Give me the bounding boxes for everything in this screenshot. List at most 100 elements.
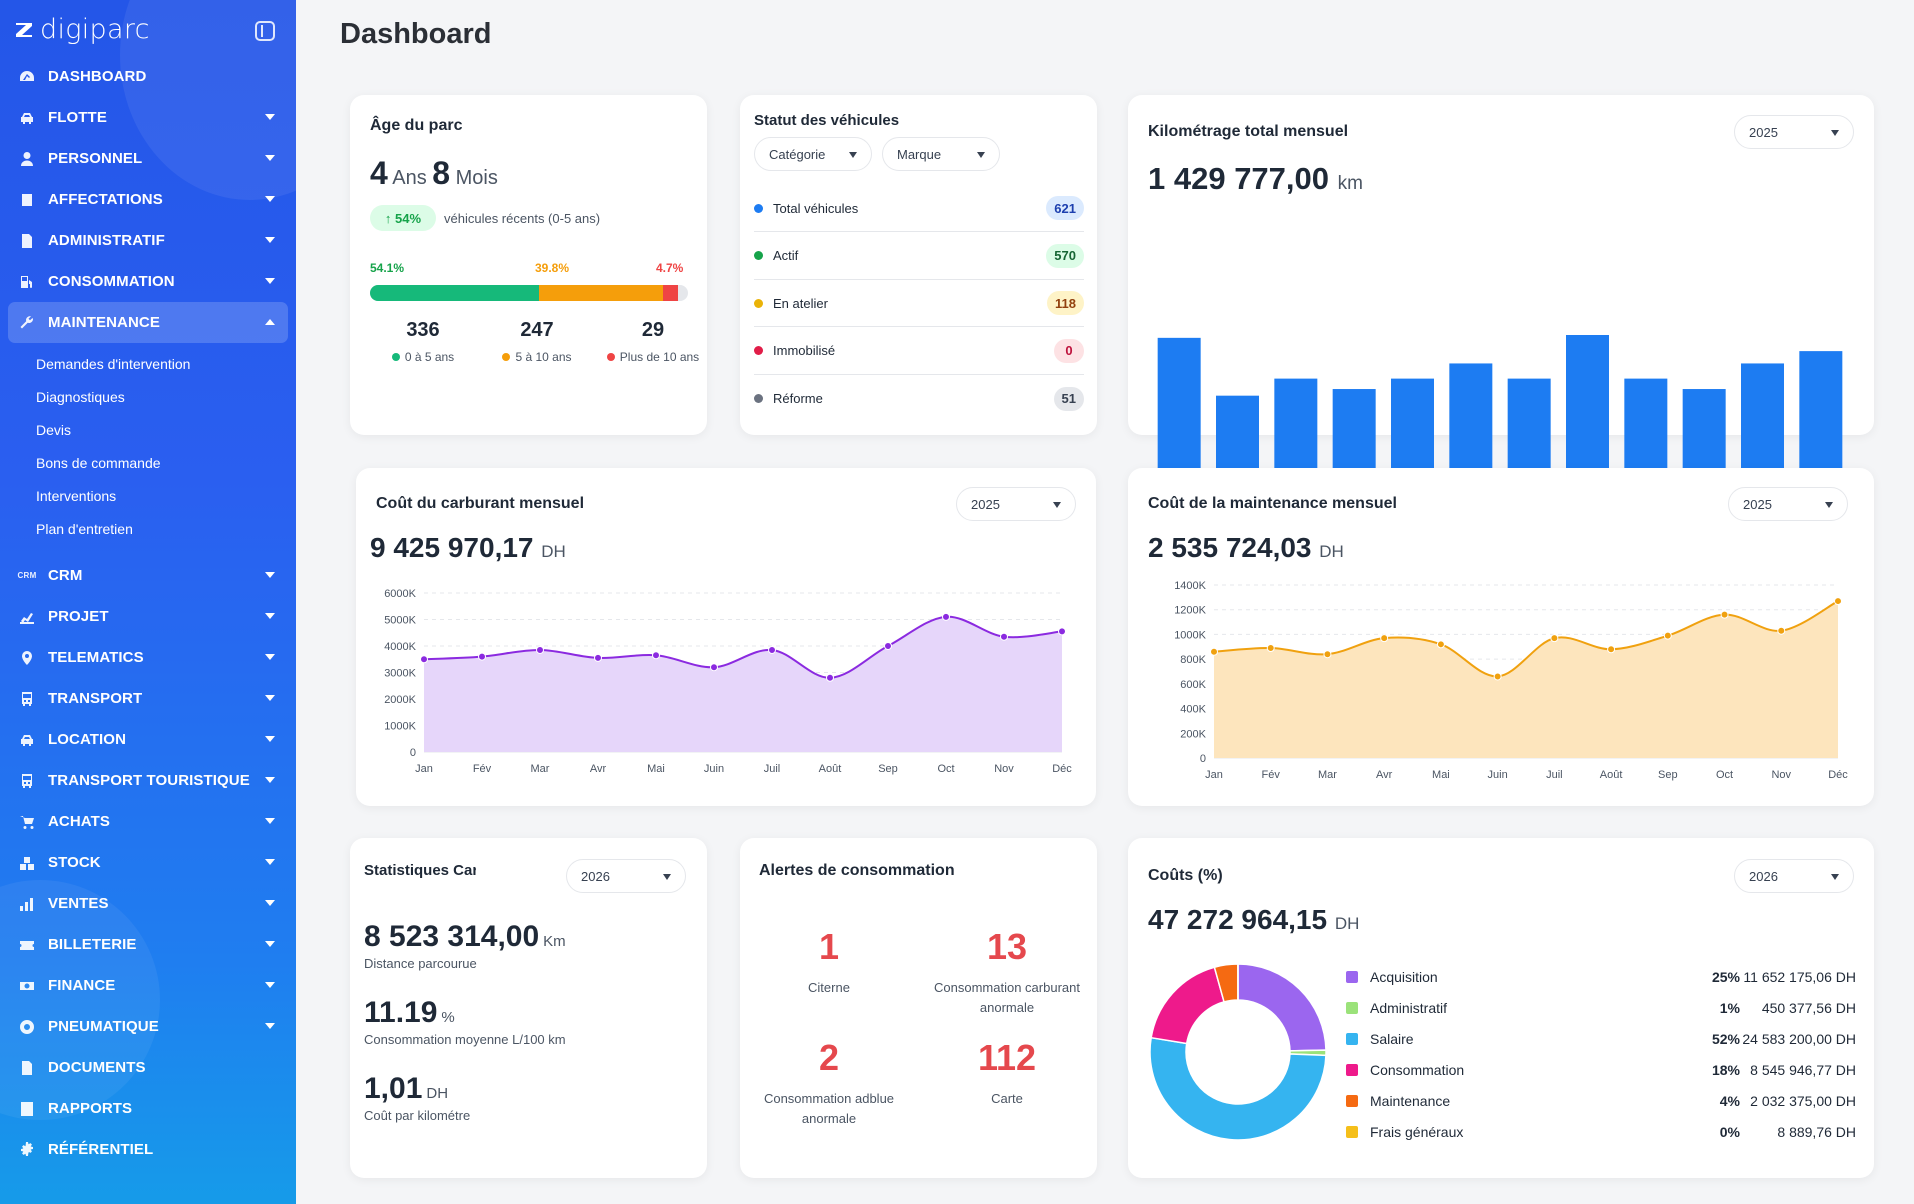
car-icon (18, 731, 36, 749)
x-tick-label: Fév (473, 763, 492, 775)
status-row[interactable]: Total véhicules 621 (754, 185, 1084, 232)
legend-swatch (1346, 1126, 1358, 1138)
chevron-down-icon (265, 613, 275, 619)
legend-row[interactable]: Maintenance 4% 2 032 375,00 DH (1346, 1086, 1856, 1116)
costs-year-select[interactable]: 2026 (1734, 859, 1854, 893)
submenu-item[interactable]: Demandes d'intervention (36, 355, 191, 372)
legend-dot (502, 353, 511, 361)
fuel-year-select[interactable]: 2025 (956, 487, 1076, 521)
area-fill (424, 616, 1062, 752)
sidebar-item-rapports[interactable]: RAPPORTS (8, 1088, 288, 1129)
y-tick-label: 600K (1180, 679, 1206, 691)
age-value: 4 Ans 8 Mois (370, 155, 498, 192)
sidebar-item-label: DASHBOARD (48, 68, 147, 85)
submenu-item[interactable]: Diagnostiques (36, 388, 125, 405)
chevron-down-icon (265, 859, 275, 865)
submenu-item[interactable]: Bons de commande (36, 454, 161, 471)
sidebar-item-maintenance[interactable]: MAINTENANCE (8, 302, 288, 343)
bar (1157, 337, 1201, 481)
sidebar-item-label: PERSONNEL (48, 150, 143, 167)
brand-filter[interactable]: Marque (882, 137, 1000, 171)
chevron-down-icon (265, 818, 275, 824)
sidebar-item-transport-touristique[interactable]: TRANSPORT TOURISTIQUE (8, 760, 288, 801)
category-filter[interactable]: Catégorie (754, 137, 872, 171)
alert-citerne[interactable]: 1 Citerne (808, 926, 850, 995)
status-row[interactable]: Immobilisé 0 (754, 328, 1084, 375)
legend-amount: 2 032 375,00 DH (1750, 1093, 1856, 1109)
donut-slice (1237, 963, 1327, 1052)
sidebar-item-stock[interactable]: STOCK (8, 842, 288, 883)
legend-row[interactable]: Frais généraux 0% 8 889,76 DH (1346, 1117, 1856, 1147)
sidebar-item-label: CRM (48, 567, 83, 584)
age-pct-5-10: 39.8% (535, 261, 570, 275)
sidebar-item-label: BILLETERIE (48, 936, 137, 953)
status-row[interactable]: Réforme 51 (754, 375, 1084, 422)
sidebar-item-r-f-rentiel[interactable]: RÉFÉRENTIEL (8, 1129, 288, 1170)
alert-adblue-anomaly[interactable]: 2 Consommation adblue anormale (763, 1037, 895, 1126)
submenu-item[interactable]: Interventions (36, 487, 117, 504)
x-tick-label: Nov (1771, 769, 1791, 781)
submenu-item[interactable]: Devis (36, 421, 72, 438)
legend-row[interactable]: Administratif 1% 450 377,56 DH (1346, 993, 1856, 1023)
status-count-badge: 621 (1046, 196, 1084, 220)
document-icon (18, 232, 36, 250)
sidebar-item-affectations[interactable]: AFFECTATIONS (8, 179, 288, 220)
car-stats-year-select[interactable]: 2026 (566, 859, 686, 893)
data-point (1720, 610, 1729, 619)
brand-name: digiparc (40, 14, 150, 45)
chevron-down-icon (265, 982, 275, 988)
age-bar-segment (538, 285, 664, 301)
age-stat: 247 5 à 10 ans (482, 319, 592, 364)
submenu-item[interactable]: Plan d'entretien (36, 520, 133, 537)
cost-per-km-stat: 1,01 DH Coût par kilométre (364, 1072, 471, 1123)
mileage-year-select[interactable]: 2025 (1734, 115, 1854, 149)
maintenance-year-select[interactable]: 2025 (1728, 487, 1848, 521)
bar (1507, 378, 1551, 481)
legend-name: Maintenance (1370, 1093, 1451, 1109)
sidebar-item-ventes[interactable]: VENTES (8, 883, 288, 924)
data-point (1058, 627, 1066, 636)
sidebar-item-pneumatique[interactable]: PNEUMATIQUE (8, 1006, 288, 1047)
sidebar-item-achats[interactable]: ACHATS (8, 801, 288, 842)
sidebar-item-crm[interactable]: CRM CRM (8, 555, 288, 596)
sidebar-item-label: MAINTENANCE (48, 314, 160, 331)
sidebar-item-projet[interactable]: PROJET (8, 596, 288, 637)
sidebar-item-consommation[interactable]: CONSOMMATION (8, 261, 288, 302)
sidebar-collapse-icon[interactable] (255, 21, 275, 41)
sidebar-item-personnel[interactable]: PERSONNEL (8, 138, 288, 179)
crm-icon: CRM (17, 571, 37, 580)
bus-icon (18, 690, 36, 708)
status-row[interactable]: En atelier 118 (754, 280, 1084, 327)
alert-fuel-anomaly[interactable]: 13 Consommation carburant anormale (934, 926, 1080, 1015)
data-point (1323, 650, 1332, 659)
maintenance-cost-area-chart: 0 200K 400K 600K 800K 1000K 1200K 1400K Jan Fév Ma… (1174, 580, 1848, 781)
status-row[interactable]: Actif 570 (754, 233, 1084, 280)
chevron-down-icon (1831, 874, 1839, 880)
sidebar-item-location[interactable]: LOCATION (8, 719, 288, 760)
age-stat-count: 29 (641, 319, 665, 341)
sidebar-item-telematics[interactable]: TELEMATICS (8, 637, 288, 678)
chevron-down-icon (265, 941, 275, 947)
x-tick-label: Nov (994, 763, 1014, 775)
sidebar-item-label: ACHATS (48, 813, 110, 830)
legend-swatch (1346, 1064, 1358, 1076)
legend-row[interactable]: Consommation 18% 8 545 946,77 DH (1346, 1055, 1856, 1085)
sidebar-item-flotte[interactable]: FLOTTE (8, 97, 288, 138)
legend-row[interactable]: Salaire 52% 24 583 200,00 DH (1346, 1024, 1856, 1054)
legend-row[interactable]: Acquisition 25% 11 652 175,06 DH (1346, 962, 1856, 992)
bar (1682, 389, 1726, 481)
sidebar-item-finance[interactable]: FINANCE (8, 965, 288, 1006)
maintenance-cost-card: Coût de la maintenance mensuel 2025 2 53… (1128, 468, 1874, 806)
costs-card: Coûts (%) 2026 47 272 964,15 DH Acquisit… (1128, 838, 1874, 1178)
data-point (652, 651, 660, 660)
logo[interactable]: digiparc (14, 14, 150, 45)
sidebar-item-billeterie[interactable]: BILLETERIE (8, 924, 288, 965)
sidebar-item-administratif[interactable]: ADMINISTRATIF (8, 220, 288, 261)
chevron-down-icon (1831, 130, 1839, 136)
sidebar-item-dashboard[interactable]: DASHBOARD (8, 56, 288, 97)
sidebar-item-documents[interactable]: DOCUMENTS (8, 1047, 288, 1088)
sidebar-item-transport[interactable]: TRANSPORT (8, 678, 288, 719)
alert-card[interactable]: 112 Carte (977, 1037, 1037, 1106)
x-tick-label: Juin (1488, 769, 1508, 781)
